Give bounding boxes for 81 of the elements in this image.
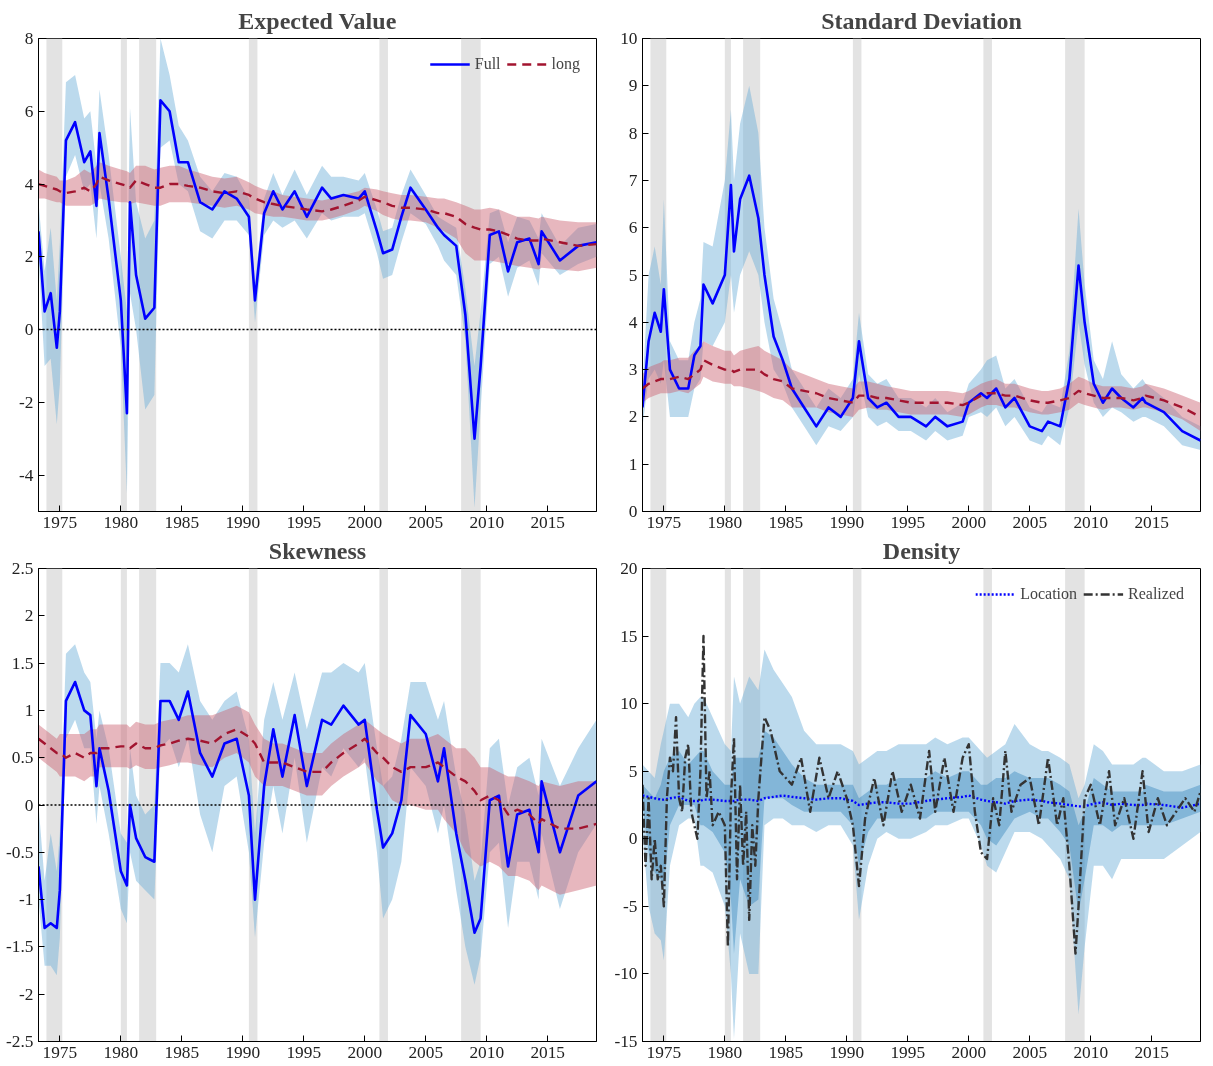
x-tick-label: 2005 (1012, 1042, 1048, 1062)
y-tick-label: -15 (614, 1032, 638, 1051)
x-tick-label: 1990 (225, 1042, 261, 1062)
y-tick-label: -0.5 (6, 842, 34, 862)
y-tick-label: 0.5 (11, 748, 34, 768)
y-tick-label: -5 (623, 896, 638, 916)
y-tick-label: 10 (620, 29, 638, 48)
x-tick-label: 1985 (164, 512, 200, 532)
y-tick-label: 9 (628, 76, 638, 96)
x-tick-label: 1990 (225, 512, 261, 532)
x-tick-label: 1980 (707, 512, 743, 532)
y-tick-label: 1.5 (11, 653, 34, 673)
x-tick-label: 1990 (829, 1042, 865, 1062)
y-tick-label: 0 (24, 795, 34, 815)
x-tick-label: 1995 (890, 512, 926, 532)
y-tick-label: 0 (628, 502, 638, 521)
y-tick-label: 6 (24, 101, 34, 121)
x-tick-label: 2015 (530, 512, 566, 532)
x-tick-label: 2010 (469, 1042, 505, 1062)
y-tick-label: 1 (24, 700, 34, 720)
x-tick-label: 1980 (707, 1042, 743, 1062)
x-tick-label: 2005 (408, 1042, 444, 1062)
legend-label: Location (1020, 585, 1078, 603)
y-tick-label: -1 (19, 890, 34, 910)
chart-title: Expected Value (238, 7, 397, 34)
x-tick-label: 1975 (42, 1042, 78, 1062)
x-tick-label: 1985 (768, 512, 804, 532)
y-tick-label: 2 (24, 606, 34, 626)
y-tick-label: 8 (628, 123, 638, 143)
x-tick-label: 2015 (530, 1042, 566, 1062)
x-tick-label: 2010 (1073, 1042, 1109, 1062)
legend-label: long (551, 55, 580, 73)
y-tick-label: 0 (24, 320, 34, 340)
chart-title: Standard Deviation (821, 7, 1022, 34)
y-tick-label: 2 (628, 407, 638, 427)
y-tick-label: -2 (19, 984, 34, 1004)
x-tick-label: 1980 (103, 1042, 139, 1062)
x-tick-label: 2000 (347, 512, 383, 532)
y-tick-label: -10 (614, 964, 638, 984)
x-tick-label: 1990 (829, 512, 865, 532)
x-tick-label: 2010 (1073, 512, 1109, 532)
y-tick-label: 4 (628, 312, 638, 332)
y-tick-label: 5 (628, 761, 638, 781)
y-tick-label: 5 (628, 265, 638, 285)
x-tick-label: 2000 (347, 1042, 383, 1062)
y-tick-label: 10 (620, 694, 638, 714)
x-tick-label: 2005 (408, 512, 444, 532)
y-tick-label: -2.5 (6, 1032, 34, 1051)
y-tick-label: -2 (19, 392, 34, 412)
y-tick-label: 7 (628, 170, 638, 190)
x-tick-label: 1975 (646, 1042, 682, 1062)
x-tick-label: 2015 (1134, 512, 1170, 532)
x-tick-label: 1995 (286, 512, 322, 532)
x-tick-label: 2000 (951, 1042, 987, 1062)
chart-title: Density (882, 537, 961, 564)
y-tick-label: -4 (19, 465, 34, 485)
legend-label: Realized (1128, 585, 1184, 603)
y-tick-label: 8 (24, 29, 34, 48)
y-tick-label: 4 (24, 174, 34, 194)
y-tick-label: 3 (628, 360, 638, 380)
legend-label: Full (474, 55, 501, 73)
x-tick-label: 1995 (890, 1042, 926, 1062)
x-tick-label: 2005 (1012, 512, 1048, 532)
x-tick-label: 1975 (646, 512, 682, 532)
x-tick-label: 2010 (469, 512, 505, 532)
x-tick-label: 2015 (1134, 1042, 1170, 1062)
x-tick-label: 1985 (164, 1042, 200, 1062)
x-tick-label: 1985 (768, 1042, 804, 1062)
y-tick-label: 6 (628, 218, 638, 238)
y-tick-label: 1 (628, 454, 638, 474)
x-tick-label: 1975 (42, 512, 78, 532)
y-tick-label: 20 (620, 559, 638, 578)
chart-title: Skewness (268, 537, 367, 564)
y-tick-label: -1.5 (6, 937, 34, 957)
x-tick-label: 2000 (951, 512, 987, 532)
y-tick-label: 2 (24, 247, 34, 267)
y-tick-label: 2.5 (11, 559, 34, 578)
x-tick-label: 1995 (286, 1042, 322, 1062)
y-tick-label: 0 (628, 829, 638, 849)
y-tick-label: 15 (620, 626, 638, 646)
x-tick-label: 1980 (103, 512, 139, 532)
